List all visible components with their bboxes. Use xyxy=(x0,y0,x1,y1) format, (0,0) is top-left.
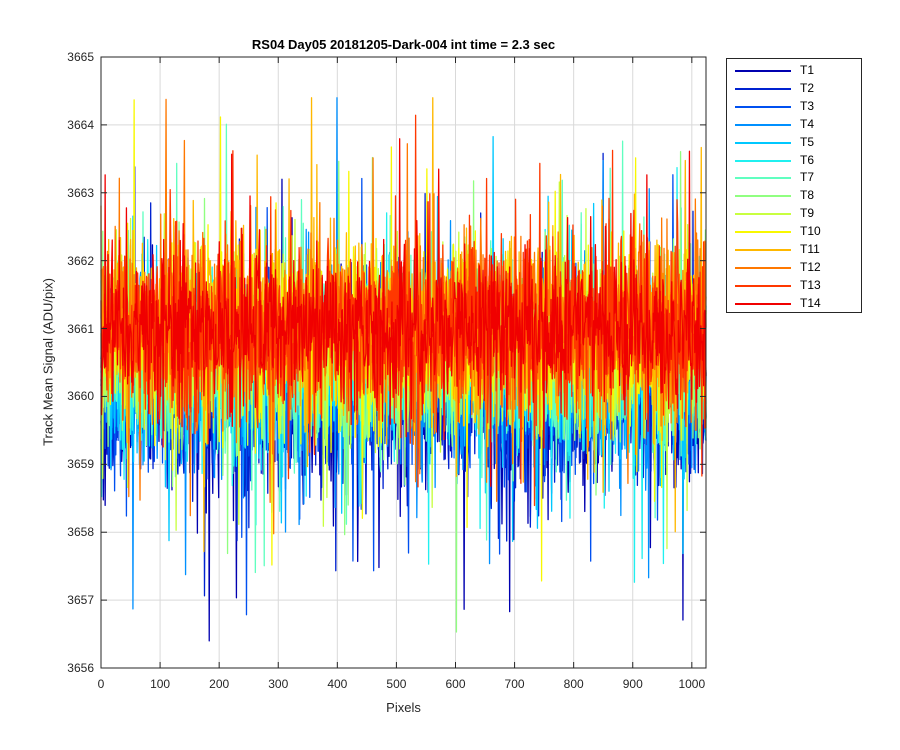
series-line-t14 xyxy=(100,138,707,487)
legend-swatch xyxy=(735,105,791,108)
x-tick-label: 600 xyxy=(445,677,466,691)
legend-label: T14 xyxy=(800,295,821,310)
legend-item: T9 xyxy=(727,205,863,223)
legend-label: T12 xyxy=(800,259,821,274)
legend-swatch xyxy=(735,159,791,162)
x-tick-label: 200 xyxy=(209,677,230,691)
y-tick-label: 3662 xyxy=(67,253,94,268)
legend-label: T5 xyxy=(800,134,815,149)
legend-label: T4 xyxy=(800,116,815,131)
legend-label: T6 xyxy=(800,152,815,167)
x-tick-label: 0 xyxy=(97,677,105,691)
x-tick-label: 300 xyxy=(268,677,289,691)
x-tick-label: 500 xyxy=(386,677,407,691)
y-axis-label: Track Mean Signal (ADU/pix) xyxy=(40,278,56,446)
tick-marks xyxy=(100,56,706,669)
y-tick-label: 3665 xyxy=(67,50,94,64)
legend-item: T13 xyxy=(727,277,863,295)
legend-swatch xyxy=(735,284,791,287)
legend-item: T6 xyxy=(727,152,863,170)
y-tick-label: 3657 xyxy=(67,593,94,608)
legend-swatch xyxy=(735,177,791,180)
legend-label: T7 xyxy=(800,170,815,185)
legend-label: T11 xyxy=(800,242,820,256)
legend-label: T9 xyxy=(800,206,815,221)
legend-item: T12 xyxy=(727,259,863,277)
legend-swatch xyxy=(735,87,791,90)
legend-item: T7 xyxy=(727,169,863,187)
x-tick-label: 1000 xyxy=(678,677,706,691)
legend-item: T10 xyxy=(727,223,863,241)
legend-label: T1 xyxy=(800,63,815,77)
x-axis-label: Pixels xyxy=(386,700,421,715)
legend-label: T3 xyxy=(800,98,815,113)
y-tick-label: 3659 xyxy=(67,457,94,472)
y-tick-label: 3664 xyxy=(67,117,94,132)
legend-item: T4 xyxy=(727,116,863,134)
legend-swatch xyxy=(735,213,791,216)
legend-item: T11 xyxy=(727,241,863,259)
legend-label: T2 xyxy=(800,80,815,95)
legend-swatch xyxy=(735,266,791,269)
x-tick-label: 800 xyxy=(563,677,584,691)
legend-item: T1 xyxy=(727,62,863,80)
legend-swatch xyxy=(735,249,791,251)
legend-item: T14 xyxy=(727,295,863,313)
chart-title: RS04 Day05 20181205-Dark-004 int time = … xyxy=(251,37,556,52)
y-tick-label: 3661 xyxy=(67,321,94,336)
x-tick-label: 400 xyxy=(327,677,348,691)
series-layer xyxy=(100,97,707,642)
legend-swatch xyxy=(735,195,791,198)
x-tick-label: 900 xyxy=(622,677,643,691)
legend-item: T2 xyxy=(727,80,863,98)
y-tick-label: 3660 xyxy=(67,389,94,404)
legend: T1 T2 T3 T4 T5 T6 T7 T8 T9 T10 T11 T12 T13 T14 xyxy=(726,58,862,313)
legend-label: T8 xyxy=(800,188,815,203)
legend-label: T13 xyxy=(800,277,821,292)
axes-box xyxy=(100,56,707,669)
legend-swatch xyxy=(735,302,791,305)
legend-swatch xyxy=(735,123,791,126)
y-tick-label: 3663 xyxy=(67,185,94,200)
legend-swatch xyxy=(735,231,791,234)
y-tick-label: 3656 xyxy=(67,661,94,675)
x-tick-label: 100 xyxy=(150,677,171,691)
y-tick-label: 3658 xyxy=(67,525,94,540)
legend-item: T8 xyxy=(727,187,863,205)
legend-swatch xyxy=(735,141,791,144)
legend-item: T3 xyxy=(727,98,863,116)
x-tick-label: 700 xyxy=(504,677,525,691)
legend-item: T5 xyxy=(727,134,863,152)
legend-label: T10 xyxy=(800,224,821,239)
legend-swatch xyxy=(735,70,791,72)
